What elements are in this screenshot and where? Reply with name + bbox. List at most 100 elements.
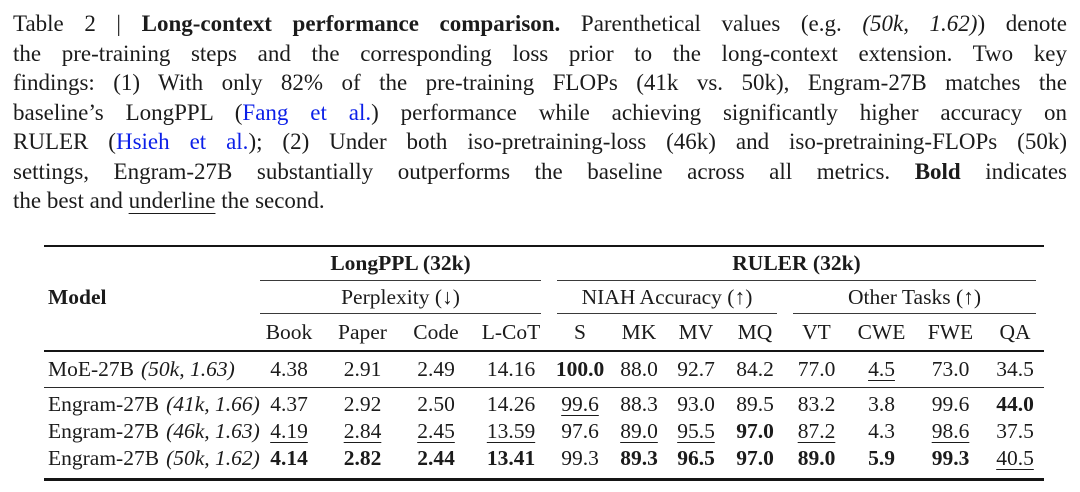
column-header-paper: Paper bbox=[338, 319, 387, 344]
caption-text-segment: the second. bbox=[215, 188, 325, 213]
engram-rows-group: Engram-27B (41k, 1.66) 4.37 2.92 2.50 14.… bbox=[44, 388, 1044, 478]
table-row-engram-50k: Engram-27B (50k, 1.62) 4.14 2.82 2.44 13.… bbox=[44, 445, 1044, 472]
table-header-groups: LongPPL (32k) RULER (32k) bbox=[44, 247, 1044, 281]
row-model-name: Engram-27B bbox=[48, 419, 160, 444]
column-header-cwe: CWE bbox=[857, 319, 906, 344]
row-model-name: MoE-27B bbox=[48, 357, 134, 381]
column-header-qa: QA bbox=[999, 319, 1031, 344]
row-model-spec: (41k, 1.66) bbox=[166, 392, 260, 417]
metric-cell: 37.5 bbox=[996, 419, 1034, 444]
metric-cell: 92.7 bbox=[677, 357, 715, 381]
caption-text-segment: settings, Engram-27B substantially outpe… bbox=[13, 158, 915, 184]
table-rule-top bbox=[44, 244, 1044, 247]
column-header-book: Book bbox=[265, 319, 313, 344]
subgroup-niah: NIAH Accuracy (↑) bbox=[549, 281, 785, 314]
metric-cell: 88.0 bbox=[620, 357, 658, 381]
table-row-moe-27b: MoE-27B (50k, 1.63) 4.38 2.91 2.49 14.16 … bbox=[44, 352, 1044, 387]
group-header-longppl: LongPPL (32k) bbox=[252, 247, 549, 281]
table-row-engram-46k: Engram-27B (46k, 1.63) 4.19 2.84 2.45 13.… bbox=[44, 418, 1044, 445]
metric-cell: 13.59 bbox=[486, 419, 536, 444]
caption-line-2: the pre-training steps and the correspon… bbox=[13, 39, 1067, 69]
metric-cell: 13.41 bbox=[486, 446, 536, 471]
metric-cell: 98.6 bbox=[931, 419, 970, 444]
metric-cell: 99.6 bbox=[561, 392, 599, 417]
row-model-spec: (50k, 1.63) bbox=[141, 357, 235, 381]
caption-line-7: the best and underline the second. bbox=[13, 186, 1067, 216]
row-model-spec: (50k, 1.62) bbox=[166, 446, 260, 471]
group-header-ruler-label: RULER (32k) bbox=[732, 251, 861, 275]
caption-text-segment: findings: (1) With only 82% of the pre-t… bbox=[13, 70, 1067, 95]
subgroup-niah-label: NIAH Accuracy (↑) bbox=[581, 284, 753, 309]
metric-cell: 99.3 bbox=[931, 446, 970, 471]
model-column-spacer bbox=[44, 314, 252, 350]
model-header: Model bbox=[44, 281, 252, 314]
metric-cell: 4.37 bbox=[270, 392, 308, 417]
caption-line-3: findings: (1) With only 82% of the pre-t… bbox=[13, 68, 1067, 98]
caption-text-segment: (50k, 1.62) bbox=[862, 11, 978, 36]
metric-cell: 2.92 bbox=[343, 392, 382, 417]
caption-text-segment: baseline’s LongPPL ( bbox=[13, 99, 243, 125]
metric-cell: 4.5 bbox=[868, 357, 895, 381]
metric-cell: 14.16 bbox=[486, 357, 536, 381]
metric-cell: 2.82 bbox=[343, 446, 382, 471]
table-caption: Table 2 | Long-context performance compa… bbox=[13, 9, 1067, 216]
metric-cell: 4.19 bbox=[270, 419, 308, 444]
row-model-name: Engram-27B bbox=[48, 392, 160, 417]
metric-cell: 4.3 bbox=[868, 419, 895, 444]
table-rule-mid bbox=[44, 387, 1044, 389]
metric-cell: 4.14 bbox=[270, 446, 308, 471]
table-row-engram-41k: Engram-27B (41k, 1.66) 4.37 2.92 2.50 14.… bbox=[44, 391, 1044, 418]
column-header-fwe: FWE bbox=[927, 319, 974, 344]
metric-cell: 3.8 bbox=[868, 392, 895, 417]
column-header-mv: MV bbox=[678, 319, 714, 344]
table-rule-bottom bbox=[44, 478, 1044, 481]
caption-line-5: RULER (Hsieh et al.); (2) Under both iso… bbox=[13, 127, 1067, 157]
citation-link-fang[interactable]: Fang et al. bbox=[242, 99, 372, 125]
table-header-subgroups: Model Perplexity (↓) NIAH Accuracy (↑) O… bbox=[44, 281, 1044, 314]
column-header-code: Code bbox=[413, 319, 459, 344]
metric-cell: 83.2 bbox=[797, 392, 836, 417]
caption-text-segment: the pre-training steps and the correspon… bbox=[13, 40, 1067, 66]
metric-cell: 2.91 bbox=[343, 357, 382, 381]
metric-cell: 96.5 bbox=[677, 446, 715, 471]
subgroup-perplexity-label: Perplexity (↓) bbox=[341, 284, 460, 309]
table-rule-header bbox=[44, 350, 1044, 352]
caption-text-segment: Bold bbox=[914, 158, 961, 184]
column-header-s: S bbox=[574, 319, 586, 344]
caption-text-segment: ); (2) Under both iso-pretraining-loss (… bbox=[248, 129, 1067, 154]
subgroup-other-tasks: Other Tasks (↑) bbox=[785, 281, 1044, 314]
caption-text-segment: underline bbox=[128, 188, 216, 213]
column-header-mq: MQ bbox=[737, 319, 773, 344]
citation-link-hsieh[interactable]: Hsieh et al. bbox=[115, 129, 249, 154]
metric-cell: 84.2 bbox=[736, 357, 774, 381]
metric-cell: 95.5 bbox=[677, 419, 715, 444]
metric-cell: 88.3 bbox=[620, 392, 658, 417]
caption-text-segment: ) denote bbox=[977, 11, 1068, 36]
metric-cell: 2.84 bbox=[343, 419, 382, 444]
results-table: LongPPL (32k) RULER (32k) Model Perplexi… bbox=[44, 244, 1044, 481]
metric-cell: 2.44 bbox=[417, 446, 455, 471]
metric-cell: 87.2 bbox=[797, 419, 836, 444]
metric-cell: 97.6 bbox=[561, 419, 599, 444]
table-header-columns: Book Paper Code L-CoT S MK MV MQ VT CWE … bbox=[44, 314, 1044, 350]
column-header-lcot: L-CoT bbox=[481, 319, 541, 344]
subgroup-other-tasks-label: Other Tasks (↑) bbox=[847, 284, 982, 309]
metric-cell: 2.50 bbox=[417, 392, 455, 417]
caption-text-segment: Parenthetical values (e.g. bbox=[560, 11, 863, 36]
metric-cell: 100.0 bbox=[555, 357, 605, 381]
caption-text-segment: the best and bbox=[13, 188, 129, 213]
caption-line-4: baseline’s LongPPL (Fang et al.) perform… bbox=[13, 98, 1067, 128]
metric-cell: 40.5 bbox=[996, 446, 1034, 471]
row-model-name: Engram-27B bbox=[48, 446, 160, 471]
metric-cell: 89.5 bbox=[736, 392, 774, 417]
subgroup-perplexity: Perplexity (↓) bbox=[252, 281, 549, 314]
caption-text-segment: Table 2 | bbox=[13, 11, 142, 36]
group-header-longppl-label: LongPPL (32k) bbox=[330, 251, 471, 275]
group-header-ruler: RULER (32k) bbox=[549, 247, 1044, 281]
metric-cell: 93.0 bbox=[677, 392, 715, 417]
column-header-vt: VT bbox=[802, 319, 831, 344]
metric-cell: 77.0 bbox=[797, 357, 836, 381]
caption-text-segment: RULER ( bbox=[13, 129, 116, 154]
caption-line-1: Table 2 | Long-context performance compa… bbox=[13, 9, 1067, 39]
metric-cell: 34.5 bbox=[996, 357, 1034, 381]
